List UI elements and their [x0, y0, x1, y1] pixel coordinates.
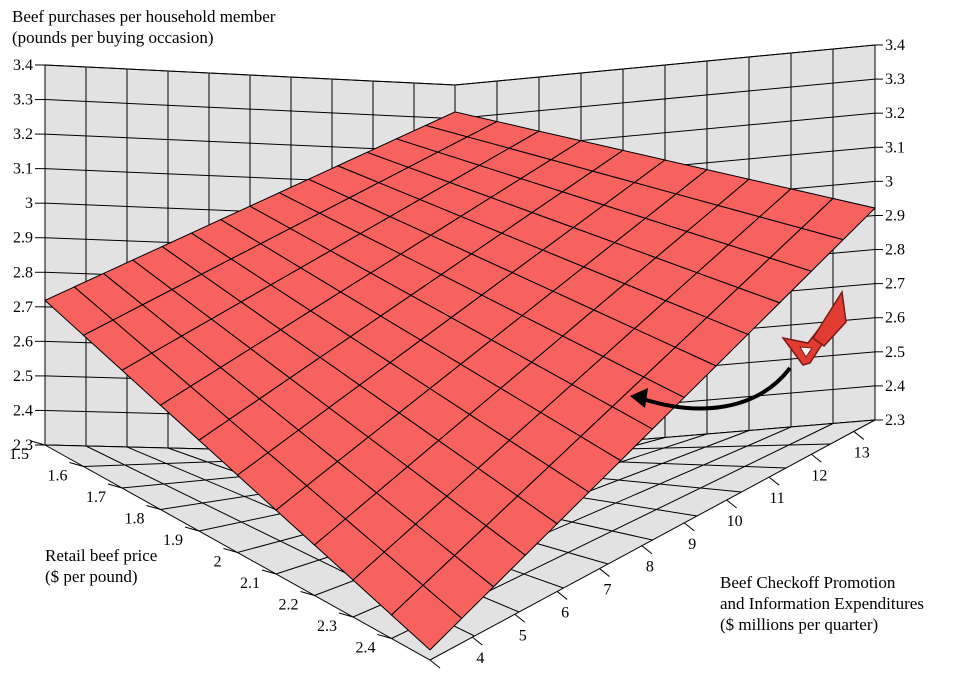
z-tick-label-left: 2.9 [13, 230, 33, 247]
expenditure-tick-label: 9 [688, 536, 696, 553]
z-axis-title: Beef purchases per household member (pou… [12, 6, 275, 48]
price-tick-label: 2 [214, 554, 222, 571]
z-tick-label-left: 2.5 [13, 368, 33, 385]
curved-arrow [639, 366, 792, 411]
z-axis-title-line: (pounds per buying occasion) [12, 28, 214, 47]
z-tick-label-left: 2.6 [13, 333, 33, 350]
expenditure-tick [683, 522, 695, 532]
price-tick [184, 526, 200, 532]
y-axis-title-line: and Information Expenditures [720, 594, 924, 613]
expenditure-tick [599, 568, 610, 577]
surface-patch [800, 197, 876, 241]
z-tick-label-right: 2.5 [885, 344, 905, 361]
z-tick-label-right: 3.2 [885, 105, 905, 122]
expenditure-tick [429, 659, 441, 669]
z-tick-label-right: 2.7 [885, 276, 905, 293]
price-tick [30, 440, 46, 446]
y-axis-title-line: Beef Checkoff Promotion [720, 573, 896, 592]
z-tick-label-right: 2.3 [885, 412, 905, 429]
expenditure-tick-label: 12 [811, 467, 827, 484]
price-tick [338, 612, 354, 618]
expenditure-tick [853, 431, 865, 440]
expenditure-tick-label: 13 [854, 444, 870, 461]
expenditure-tick [811, 453, 822, 463]
price-tick-label: 1.9 [163, 532, 183, 549]
price-tick-label: 1.7 [86, 489, 106, 506]
expenditure-tick-label: 8 [646, 559, 654, 576]
z-tick-label-left: 2.8 [13, 264, 33, 281]
y-axis-title: Beef Checkoff Promotion and Information … [720, 572, 924, 635]
z-tick-label-left: 2.3 [13, 437, 33, 454]
annotation-arrow [630, 366, 792, 411]
y-axis-title-line: ($ millions per quarter) [720, 615, 879, 634]
expenditure-tick-label: 10 [727, 513, 743, 530]
price-tick [261, 569, 277, 575]
z-tick-label-right: 2.6 [885, 310, 905, 327]
expenditure-tick [768, 476, 780, 486]
price-tick-label: 2.3 [317, 618, 337, 635]
price-tick [69, 462, 84, 467]
price-tick [146, 505, 161, 510]
z-tick-label-left: 3.1 [13, 161, 33, 178]
arrowhead [630, 388, 648, 408]
surface-mesh [44, 111, 876, 651]
z-tick-label-left: 3.2 [13, 126, 33, 143]
z-tick-label-left: 3 [25, 195, 33, 212]
price-tick-label: 2.1 [240, 575, 260, 592]
expenditure-tick-label: 5 [519, 627, 527, 644]
expenditure-tick [472, 636, 483, 646]
z-gridline [44, 44, 876, 86]
expenditure-tick-label: 7 [604, 582, 612, 599]
expenditure-tick-label: 11 [769, 490, 784, 507]
z-tick-label-right: 3.4 [885, 37, 905, 54]
x-axis-title-line: Retail beef price [45, 546, 158, 565]
price-tick-label: 2.2 [279, 597, 299, 614]
z-tick-label-left: 2.7 [13, 299, 33, 316]
expenditure-tick-label: 4 [476, 650, 484, 667]
price-tick [107, 483, 123, 489]
expenditure-tick-label: 6 [561, 604, 569, 621]
price-tick-label: 2.4 [356, 640, 376, 657]
x-axis-title: Retail beef price ($ per pound) [45, 545, 157, 587]
checkmark-logo-icon [781, 289, 847, 366]
z-axis-title-line: Beef purchases per household member [12, 7, 276, 26]
z-tick-label-left: 3.4 [13, 57, 33, 74]
z-tick-label-left: 2.4 [13, 402, 33, 419]
expenditure-tick [726, 499, 737, 509]
z-tick-label-right: 3 [885, 173, 893, 190]
expenditure-tick [556, 591, 568, 600]
price-tick-label: 1.8 [125, 511, 145, 528]
price-tick-label: 1.5 [9, 446, 29, 463]
x-axis-title-line: ($ per pound) [45, 567, 138, 586]
price-tick-label: 1.6 [48, 468, 68, 485]
z-tick-label-right: 3.1 [885, 139, 905, 156]
axis-ticks: 2.3 2.3 2.4 2.4 2.5 2.5 2.6 2.6 2.7 2.7 2.8 2.8 2.9 2… [9, 37, 905, 674]
z-tick-label-right: 2.4 [885, 378, 905, 395]
expenditure-tick [514, 613, 526, 623]
z-tick-label-right: 2.8 [885, 242, 905, 259]
expenditure-tick [641, 545, 653, 555]
price-tick [377, 634, 392, 639]
z-tick-label-right: 2.9 [885, 207, 905, 224]
z-tick-label-left: 3.3 [13, 92, 33, 109]
price-tick [223, 548, 238, 553]
price-tick [300, 591, 315, 596]
z-tick-label-right: 3.3 [885, 71, 905, 88]
